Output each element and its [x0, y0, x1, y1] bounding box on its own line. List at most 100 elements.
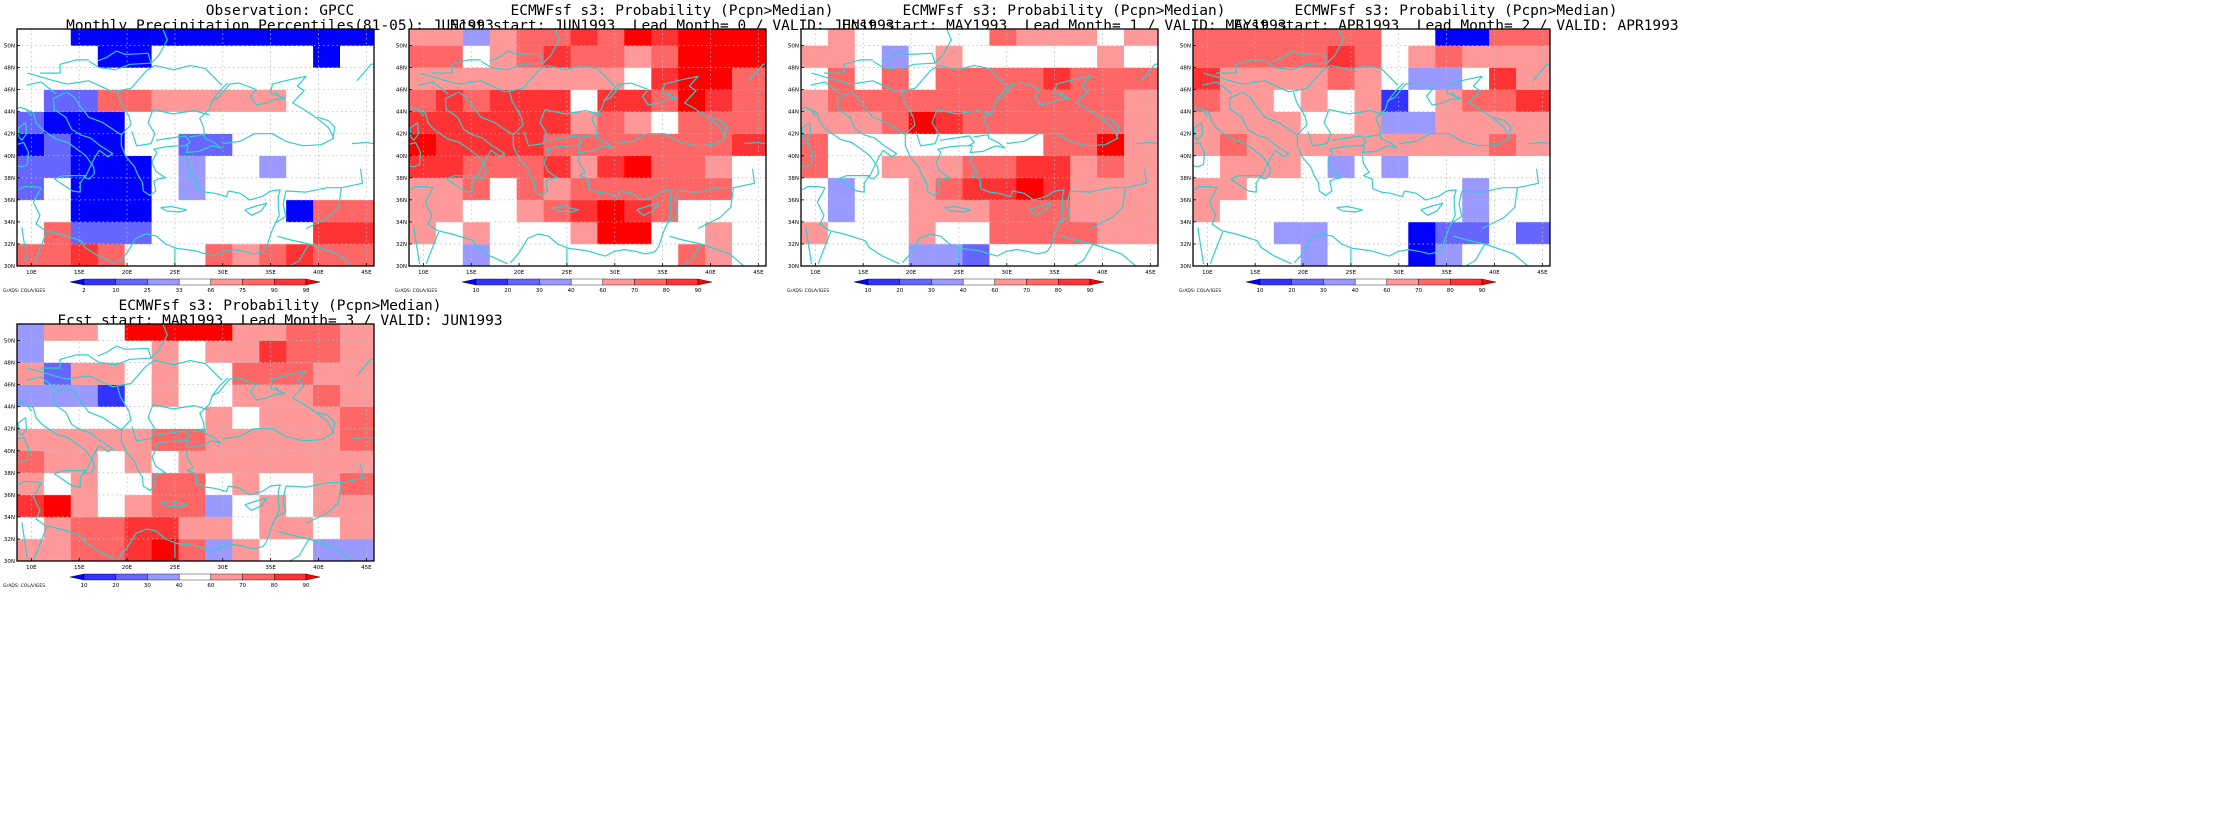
grid-cell — [962, 133, 990, 156]
grid-cell — [340, 428, 374, 451]
grid-cell — [151, 324, 179, 341]
map-panel-forecast-lead-0: ECMWFsf s3: Probability (Pcpn>Median) Fcs… — [392, 0, 952, 420]
grid-cell — [97, 155, 125, 179]
grid-cell — [286, 362, 314, 385]
grid-cell — [854, 221, 882, 245]
grid-cell — [801, 29, 829, 46]
grid-cell — [516, 244, 544, 266]
grid-cell — [935, 29, 963, 46]
grid-cell — [1219, 155, 1248, 179]
color-bar-label: 10 — [112, 288, 119, 294]
grid-cell — [151, 221, 179, 245]
grid-cell — [1381, 199, 1409, 223]
grid-cell — [1124, 29, 1158, 46]
grid-cell — [205, 539, 233, 561]
color-bar-swatch — [867, 278, 900, 286]
lon-tick-label: 40E — [1097, 270, 1108, 276]
lat-tick-label: 34N — [788, 220, 799, 226]
grid-cell — [1327, 221, 1355, 245]
grid-cell — [732, 199, 766, 223]
grid-cell — [259, 539, 287, 561]
grid-cell — [1246, 133, 1274, 156]
grid-cell — [1516, 133, 1550, 156]
grid-cell — [543, 221, 571, 245]
lat-tick-label: 38N — [788, 176, 799, 182]
grid-cell — [1381, 67, 1409, 90]
grid-cell — [205, 340, 233, 363]
grid-cell — [286, 45, 314, 68]
lat-tick-label: 40N — [4, 449, 15, 455]
grid-cell — [801, 133, 829, 156]
grid-cell — [543, 67, 571, 90]
map-panel-observation-gpcc: Observation: GPCC Monthly Precipitation P… — [0, 0, 560, 420]
grid-cell — [962, 111, 990, 134]
grid-cell — [1097, 133, 1125, 156]
grid-cell — [1408, 89, 1436, 112]
grid-cell — [989, 244, 1017, 266]
grid-cell — [1070, 89, 1098, 112]
map-panel-forecast-lead-1: ECMWFsf s3: Probability (Pcpn>Median) Fcs… — [784, 0, 1344, 420]
grid-cell — [151, 450, 179, 474]
grid-cell — [881, 29, 909, 46]
grid-cell — [1300, 133, 1328, 156]
grid-cell — [232, 177, 260, 201]
grid-cell — [178, 362, 206, 385]
grid-cell — [543, 155, 571, 179]
grid-cell — [597, 155, 625, 179]
grid-cell — [1354, 89, 1382, 112]
color-bar-swatch — [115, 278, 148, 286]
grid-cell — [678, 199, 706, 223]
grid-cell — [543, 45, 571, 68]
grid-cell — [597, 199, 625, 223]
grid-cell — [1435, 155, 1463, 179]
grid-cell — [409, 67, 437, 90]
grid-cell — [259, 472, 287, 496]
grid-cell — [1354, 29, 1382, 46]
lat-tick-label: 46N — [4, 88, 15, 94]
grid-cell — [1124, 45, 1158, 68]
grid-cell — [205, 494, 233, 518]
color-bar-swatch — [1245, 278, 1261, 286]
color-bar-swatch — [931, 278, 964, 286]
lon-tick-label: 35E — [265, 565, 276, 571]
grid-cell — [624, 67, 652, 90]
grid-cell — [70, 494, 98, 518]
grid-cell — [678, 67, 706, 90]
lat-tick-label: 50N — [788, 44, 799, 50]
grid-cell — [1273, 29, 1301, 46]
grid-cell — [962, 221, 990, 245]
grid-cell — [570, 111, 598, 134]
grid-cell — [70, 67, 98, 90]
color-bar-label: 10 — [865, 288, 872, 294]
color-bar-swatch — [539, 278, 572, 286]
grid-cell — [1327, 177, 1355, 201]
grads-credit: GrADS: COLA/IGES — [395, 288, 437, 294]
grid-cell — [1124, 177, 1158, 201]
grid-cell — [1193, 29, 1221, 46]
lon-tick-label: 25E — [954, 270, 965, 276]
grid-cell — [232, 406, 260, 429]
grid-cell — [1219, 244, 1248, 266]
grid-cell — [516, 67, 544, 90]
lat-tick-label: 48N — [1180, 66, 1191, 72]
grid-cell — [1516, 111, 1550, 134]
grid-cell — [1193, 155, 1221, 179]
grid-cell — [462, 133, 490, 156]
grid-cell — [43, 155, 72, 179]
grid-cell — [597, 221, 625, 245]
grid-cell — [827, 155, 856, 179]
grid-cell — [1070, 111, 1098, 134]
grid-cell — [489, 67, 517, 90]
color-bar: 10 20 30 40 60 70 80 90 — [461, 278, 713, 294]
grid-cell — [1097, 244, 1125, 266]
grid-cell — [259, 111, 287, 134]
color-bar-label: 60 — [991, 288, 998, 294]
grid-cell — [543, 111, 571, 134]
grid-cell — [17, 324, 45, 341]
grid-cell — [259, 340, 287, 363]
grid-cell — [1300, 177, 1328, 201]
grid-cell — [340, 384, 374, 407]
grid-cell — [854, 133, 882, 156]
grid-cell — [989, 221, 1017, 245]
grid-cell — [70, 111, 98, 134]
